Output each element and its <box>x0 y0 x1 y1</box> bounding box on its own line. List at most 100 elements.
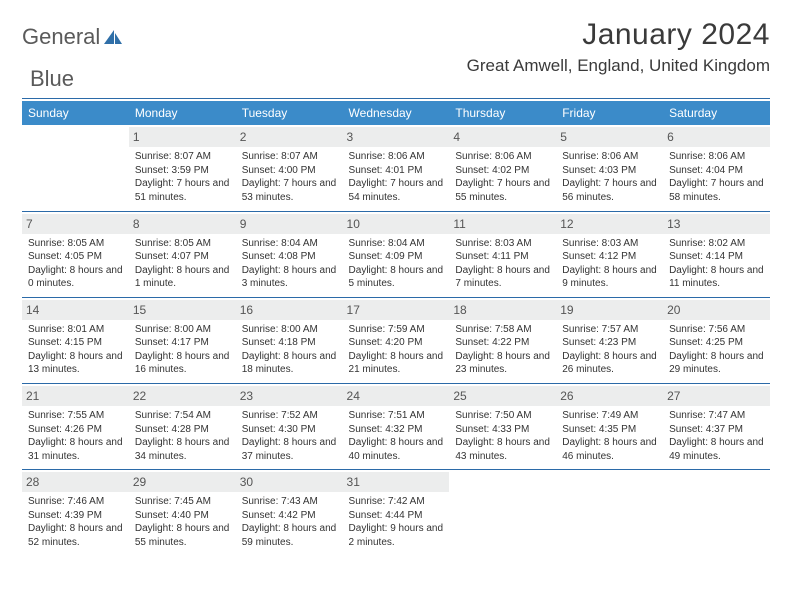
sunrise-line: Sunrise: 7:42 AM <box>349 495 444 509</box>
calendar-day-cell: 24 Sunrise: 7:51 AMSunset: 4:32 PMDayligh… <box>343 383 450 469</box>
daylight-line: Daylight: 8 hours and 52 minutes. <box>28 522 123 549</box>
calendar-day-cell: 23 Sunrise: 7:52 AMSunset: 4:30 PMDayligh… <box>236 383 343 469</box>
sunset-line: Sunset: 4:07 PM <box>135 250 230 264</box>
sunset-line: Sunset: 4:44 PM <box>349 509 444 523</box>
sunrise-line: Sunrise: 7:47 AM <box>669 409 764 423</box>
sunrise-line: Sunrise: 8:06 AM <box>349 150 444 164</box>
sunset-line: Sunset: 4:01 PM <box>349 164 444 178</box>
daylight-line: Daylight: 7 hours and 53 minutes. <box>242 177 337 204</box>
day-number: 29 <box>129 472 236 492</box>
sunrise-line: Sunrise: 7:51 AM <box>349 409 444 423</box>
day-number: 1 <box>129 127 236 147</box>
calendar-day-cell: 21Sunrise: 7:55 AMSunset: 4:26 PMDayligh… <box>22 383 129 469</box>
sunset-line: Sunset: 4:32 PM <box>349 423 444 437</box>
calendar-day-cell: 2Sunrise: 8:07 AMSunset: 4:00 PMDaylight… <box>236 125 343 211</box>
calendar-table: SundayMondayTuesdayWednesdayThursdayFrid… <box>22 101 770 556</box>
calendar-day-cell: 19Sunrise: 7:57 AMSunset: 4:23 PMDayligh… <box>556 297 663 383</box>
daylight-line: Daylight: 8 hours and 16 minutes. <box>135 350 230 377</box>
sunrise-line: Sunrise: 7:52 AM <box>242 409 337 423</box>
day-number: 14 <box>22 300 129 320</box>
day-number: 23 <box>236 386 343 406</box>
sunrise-line: Sunrise: 7:50 AM <box>455 409 550 423</box>
sunrise-line: Sunrise: 7:57 AM <box>562 323 657 337</box>
sunrise-line: Sunrise: 8:05 AM <box>135 237 230 251</box>
day-number: 30 <box>236 472 343 492</box>
calendar-day-cell: 14Sunrise: 8:01 AMSunset: 4:15 PMDayligh… <box>22 297 129 383</box>
daylight-line: Daylight: 8 hours and 26 minutes. <box>562 350 657 377</box>
daylight-line: Daylight: 8 hours and 55 minutes. <box>135 522 230 549</box>
sunrise-line: Sunrise: 8:06 AM <box>669 150 764 164</box>
sunset-line: Sunset: 4:28 PM <box>135 423 230 437</box>
day-number: 24 <box>343 386 450 406</box>
daylight-line: Daylight: 8 hours and 40 minutes. <box>349 436 444 463</box>
weekday-header: Sunday <box>22 101 129 125</box>
brand-name: General <box>22 24 100 50</box>
calendar-week-row: 1Sunrise: 8:07 AMSunset: 3:59 PMDaylight… <box>22 125 770 211</box>
day-number: 6 <box>663 127 770 147</box>
day-number: 26 <box>556 386 663 406</box>
day-number: 3 <box>343 127 450 147</box>
daylight-line: Daylight: 8 hours and 21 minutes. <box>349 350 444 377</box>
day-number: 18 <box>449 300 556 320</box>
weekday-header: Saturday <box>663 101 770 125</box>
sunset-line: Sunset: 4:33 PM <box>455 423 550 437</box>
sunset-line: Sunset: 4:30 PM <box>242 423 337 437</box>
calendar-day-cell: 4Sunrise: 8:06 AMSunset: 4:02 PMDaylight… <box>449 125 556 211</box>
day-number: 9 <box>236 214 343 234</box>
sunset-line: Sunset: 4:11 PM <box>455 250 550 264</box>
sail-icon <box>102 28 124 46</box>
day-number: 13 <box>663 214 770 234</box>
daylight-line: Daylight: 8 hours and 1 minute. <box>135 264 230 291</box>
sunset-line: Sunset: 4:03 PM <box>562 164 657 178</box>
sunrise-line: Sunrise: 8:00 AM <box>135 323 230 337</box>
day-number: 27 <box>663 386 770 406</box>
daylight-line: Daylight: 8 hours and 11 minutes. <box>669 264 764 291</box>
calendar-day-cell: 5Sunrise: 8:06 AMSunset: 4:03 PMDaylight… <box>556 125 663 211</box>
calendar-day-cell: 3 Sunrise: 8:06 AMSunset: 4:01 PMDaylight… <box>343 125 450 211</box>
calendar-day-cell: 15Sunrise: 8:00 AMSunset: 4:17 PMDayligh… <box>129 297 236 383</box>
calendar-day-cell: 9Sunrise: 8:04 AMSunset: 4:08 PMDaylight… <box>236 211 343 297</box>
day-number: 2 <box>236 127 343 147</box>
sunset-line: Sunset: 4:12 PM <box>562 250 657 264</box>
daylight-line: Daylight: 8 hours and 18 minutes. <box>242 350 337 377</box>
sunset-line: Sunset: 4:39 PM <box>28 509 123 523</box>
calendar-week-row: 7Sunrise: 8:05 AMSunset: 4:05 PMDaylight… <box>22 211 770 297</box>
day-number: 11 <box>449 214 556 234</box>
daylight-line: Daylight: 8 hours and 5 minutes. <box>349 264 444 291</box>
day-number: 16 <box>236 300 343 320</box>
calendar-day-cell: 20Sunrise: 7:56 AMSunset: 4:25 PMDayligh… <box>663 297 770 383</box>
daylight-line: Daylight: 8 hours and 43 minutes. <box>455 436 550 463</box>
brand-word-1: General <box>22 24 100 49</box>
sunset-line: Sunset: 4:05 PM <box>28 250 123 264</box>
calendar-empty-cell <box>22 125 129 211</box>
top-rule <box>22 98 770 99</box>
calendar-day-cell: 26Sunrise: 7:49 AMSunset: 4:35 PMDayligh… <box>556 383 663 469</box>
calendar-day-cell: 31Sunrise: 7:42 AMSunset: 4:44 PMDayligh… <box>343 470 450 556</box>
daylight-line: Daylight: 7 hours and 55 minutes. <box>455 177 550 204</box>
day-number: 28 <box>22 472 129 492</box>
calendar-day-cell: 8Sunrise: 8:05 AMSunset: 4:07 PMDaylight… <box>129 211 236 297</box>
day-number: 19 <box>556 300 663 320</box>
daylight-line: Daylight: 8 hours and 7 minutes. <box>455 264 550 291</box>
daylight-line: Daylight: 8 hours and 37 minutes. <box>242 436 337 463</box>
calendar-week-row: 28Sunrise: 7:46 AMSunset: 4:39 PMDayligh… <box>22 470 770 556</box>
sunset-line: Sunset: 4:04 PM <box>669 164 764 178</box>
brand-logo: General <box>22 18 126 50</box>
day-number: 5 <box>556 127 663 147</box>
sunset-line: Sunset: 4:14 PM <box>669 250 764 264</box>
calendar-day-cell: 13Sunrise: 8:02 AMSunset: 4:14 PMDayligh… <box>663 211 770 297</box>
daylight-line: Daylight: 7 hours and 54 minutes. <box>349 177 444 204</box>
day-number: 21 <box>22 386 129 406</box>
calendar-week-row: 14Sunrise: 8:01 AMSunset: 4:15 PMDayligh… <box>22 297 770 383</box>
sunrise-line: Sunrise: 8:07 AM <box>242 150 337 164</box>
sunrise-line: Sunrise: 8:04 AM <box>349 237 444 251</box>
daylight-line: Daylight: 8 hours and 9 minutes. <box>562 264 657 291</box>
daylight-line: Daylight: 8 hours and 46 minutes. <box>562 436 657 463</box>
sunrise-line: Sunrise: 7:54 AM <box>135 409 230 423</box>
daylight-line: Daylight: 8 hours and 59 minutes. <box>242 522 337 549</box>
daylight-line: Daylight: 7 hours and 58 minutes. <box>669 177 764 204</box>
sunrise-line: Sunrise: 7:55 AM <box>28 409 123 423</box>
sunset-line: Sunset: 4:08 PM <box>242 250 337 264</box>
sunrise-line: Sunrise: 8:01 AM <box>28 323 123 337</box>
calendar-header-row: SundayMondayTuesdayWednesdayThursdayFrid… <box>22 101 770 125</box>
